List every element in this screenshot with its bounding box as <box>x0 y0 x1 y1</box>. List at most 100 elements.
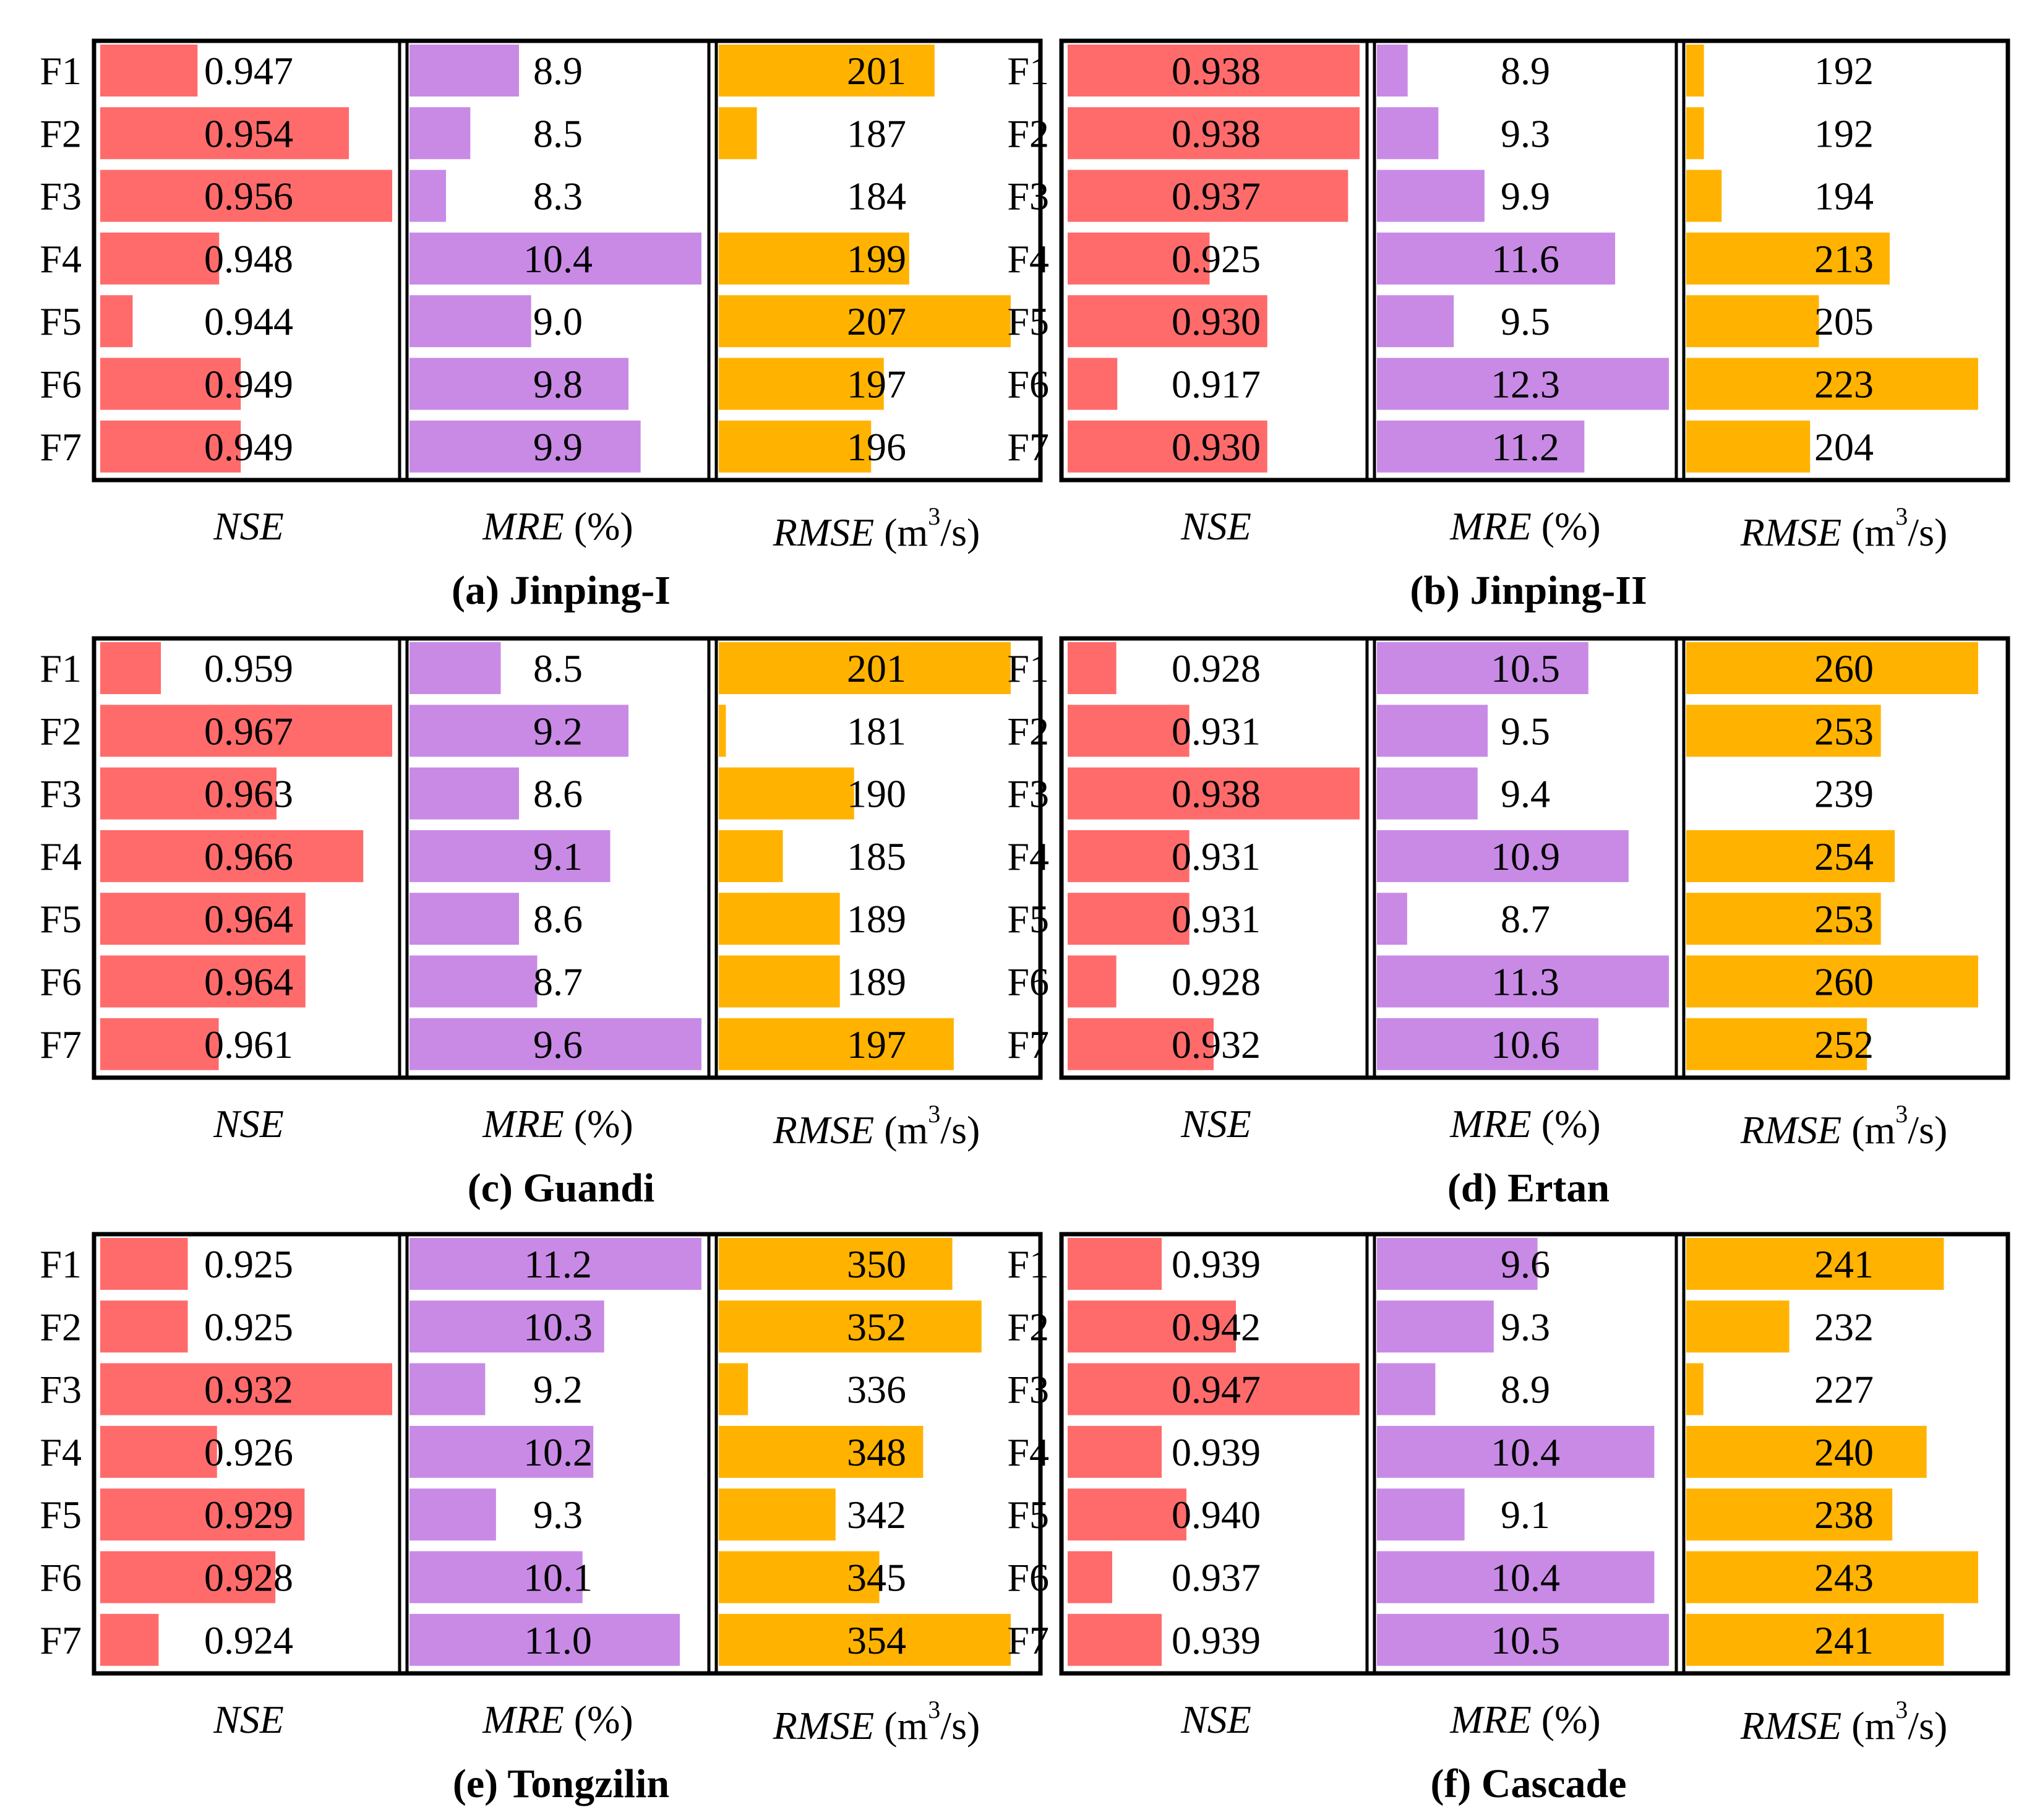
rmse-axis-name: RMSE <box>773 1704 875 1748</box>
mre-bar <box>1377 830 1629 882</box>
nse-axis-label: NSE <box>213 1102 284 1146</box>
rmse-value-label: 192 <box>1814 111 1874 155</box>
row-label: F1 <box>1007 646 1049 690</box>
nse-value-label: 0.929 <box>204 1493 293 1537</box>
rmse-axis-unit-close: /s) <box>940 1108 980 1152</box>
nse-value-label: 0.925 <box>204 1305 293 1349</box>
nse-bar <box>1068 955 1117 1008</box>
nse-bar <box>100 767 277 820</box>
mre-value-label: 10.6 <box>1491 1023 1560 1067</box>
rmse-axis-label: RMSE (m3/s) <box>773 1696 980 1748</box>
rmse-value-label: 197 <box>847 363 906 406</box>
nse-value-label: 0.924 <box>204 1618 293 1662</box>
rmse-axis-unit-sup: 3 <box>928 1100 940 1128</box>
rmse-axis-unit-sup: 3 <box>1895 502 1908 530</box>
row-label: F2 <box>1007 709 1049 753</box>
rmse-bar <box>1686 1238 1944 1290</box>
nse-value-label: 0.937 <box>1172 174 1261 218</box>
rmse-axis-unit-close: /s) <box>1908 1704 1947 1748</box>
nse-bar <box>1068 45 1360 97</box>
rmse-bar <box>719 295 1011 348</box>
row-label: F3 <box>1007 1368 1049 1412</box>
nse-value-label: 0.938 <box>1172 111 1261 155</box>
nse-value-label: 0.956 <box>204 174 293 218</box>
rmse-value-label: 181 <box>847 709 906 753</box>
rmse-axis-label: RMSE (m3/s) <box>773 502 980 554</box>
nse-value-label: 0.932 <box>1172 1023 1261 1067</box>
nse-bar <box>100 107 349 160</box>
nse-bar <box>100 1018 219 1070</box>
mre-value-label: 10.4 <box>523 237 593 281</box>
row-label: F4 <box>1007 237 1049 281</box>
mre-bar <box>1377 170 1485 222</box>
rmse-axis-label: RMSE (m3/s) <box>1740 1696 1948 1748</box>
nse-bar <box>1068 1238 1162 1290</box>
mre-value-label: 9.2 <box>533 1368 583 1412</box>
panel-frame <box>92 38 1043 483</box>
rmse-bar <box>719 955 840 1008</box>
mre-value-label: 9.2 <box>533 709 583 753</box>
mre-value-label: 8.9 <box>1501 1368 1550 1412</box>
row-label: F4 <box>1007 835 1049 878</box>
rmse-bar <box>719 893 840 945</box>
panel-caption: (b) Jinping-II <box>1410 568 1647 613</box>
rmse-axis-unit-open: (m <box>874 510 928 554</box>
row-label: F5 <box>1007 1493 1049 1537</box>
rmse-value-label: 342 <box>847 1493 906 1537</box>
nse-value-label: 0.949 <box>204 363 293 406</box>
mre-value-label: 10.1 <box>523 1556 593 1600</box>
mre-value-label: 9.5 <box>1501 709 1550 753</box>
mre-bar <box>409 170 446 222</box>
row-label: F6 <box>40 960 82 1004</box>
row-label: F3 <box>1007 772 1049 816</box>
row-label: F6 <box>1007 960 1049 1004</box>
nse-value-label: 0.954 <box>204 111 293 155</box>
rmse-bar <box>1686 1613 1944 1666</box>
rmse-value-label: 223 <box>1814 363 1874 406</box>
rmse-axis-unit-close: /s) <box>940 510 980 554</box>
mre-bar <box>1377 420 1585 473</box>
rmse-value-label: 260 <box>1814 646 1874 690</box>
rmse-value-label: 243 <box>1814 1556 1874 1600</box>
mre-axis-unit: (%) <box>564 504 633 548</box>
mre-bar <box>409 1551 583 1603</box>
mre-bar <box>409 45 519 97</box>
nse-bar <box>100 1238 188 1290</box>
rmse-value-label: 187 <box>847 111 906 155</box>
mre-axis-name: MRE <box>1449 504 1532 548</box>
nse-bar <box>1068 1425 1162 1478</box>
nse-bar <box>100 1488 305 1541</box>
rmse-value-label: 196 <box>847 425 906 469</box>
row-label: F3 <box>40 772 82 816</box>
row-label: F5 <box>1007 897 1049 941</box>
rmse-bar <box>1686 107 1704 160</box>
rmse-bar <box>719 358 884 410</box>
mre-bar <box>1377 955 1669 1008</box>
rmse-value-label: 260 <box>1814 960 1874 1004</box>
nse-value-label: 0.939 <box>1172 1430 1261 1474</box>
mre-bar <box>409 295 531 348</box>
mre-value-label: 8.6 <box>533 897 583 941</box>
rmse-axis-unit-sup: 3 <box>1895 1696 1908 1723</box>
nse-axis-label: NSE <box>1180 1698 1251 1741</box>
mre-value-label: 11.6 <box>1491 237 1559 281</box>
row-label: F5 <box>1007 299 1049 343</box>
rmse-value-label: 205 <box>1814 299 1874 343</box>
row-label: F2 <box>1007 111 1049 155</box>
panel-caption: (e) Tongzilin <box>453 1761 669 1806</box>
rmse-value-label: 201 <box>847 646 906 690</box>
mre-bar <box>1377 1363 1436 1415</box>
row-label: F6 <box>1007 363 1049 406</box>
nse-value-label: 0.932 <box>204 1368 293 1412</box>
mre-bar <box>409 642 501 694</box>
mre-bar <box>1377 1300 1494 1353</box>
panel-3: 0.959 0.967 0.963 0.966 0.964 0.964 0.961 NSE 8.… <box>40 636 1043 1211</box>
mre-value-label: 9.9 <box>533 425 583 469</box>
nse-value-label: 0.938 <box>1172 772 1261 816</box>
nse-value-label: 0.964 <box>204 960 293 1004</box>
nse-bar <box>100 358 241 410</box>
nse-value-label: 0.925 <box>1172 237 1261 281</box>
mre-bar <box>409 1488 496 1541</box>
rmse-axis-unit-open: (m <box>1841 1704 1895 1748</box>
